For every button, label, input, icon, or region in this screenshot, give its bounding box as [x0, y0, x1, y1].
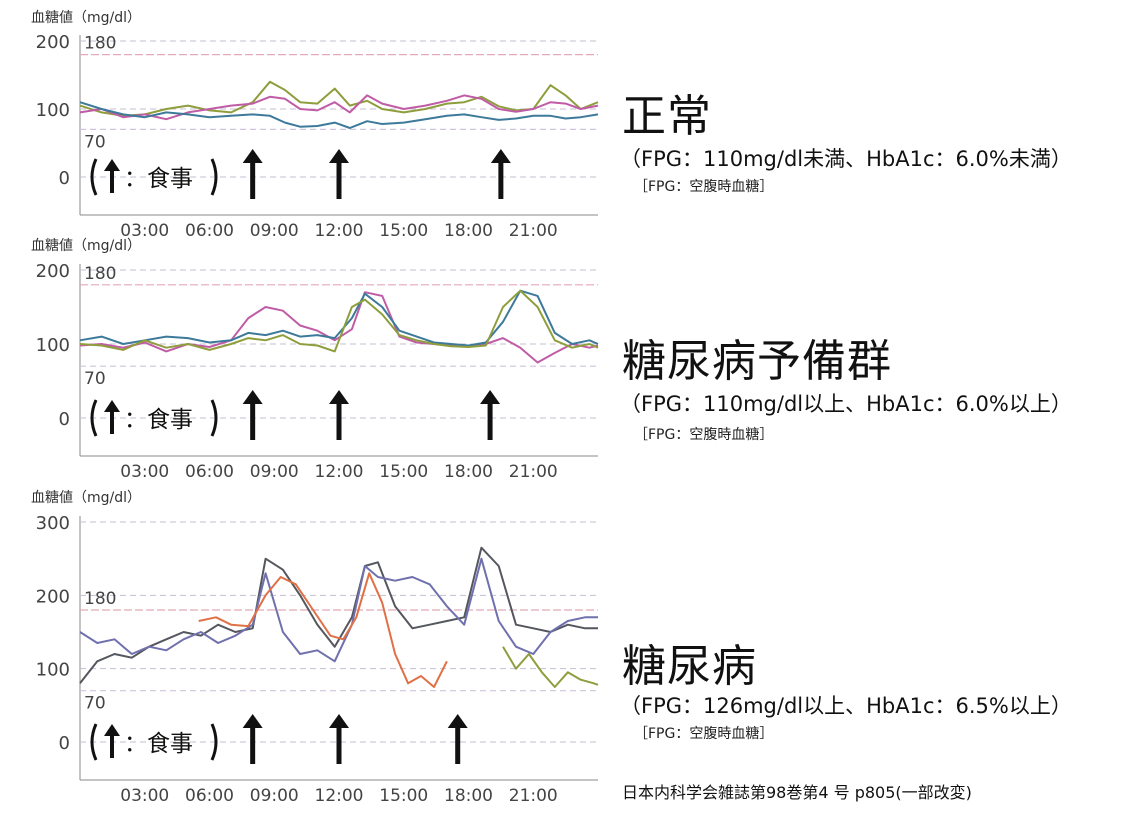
legend-bracket-right	[210, 399, 218, 437]
x-tick-label: 12:00	[315, 462, 364, 482]
series-line-1	[79, 546, 598, 684]
legend-text: ：食事	[124, 407, 193, 433]
reference-label: 70	[84, 132, 106, 152]
series-line-3	[198, 572, 448, 688]
legend-arrow-icon	[104, 159, 120, 193]
y-tick-label: 0	[59, 168, 70, 189]
category-note-diabetes: ［FPG：空腹時血糖］	[634, 726, 774, 742]
meal-arrow-icon	[242, 714, 263, 764]
x-tick-label: 18:00	[444, 221, 493, 241]
legend-arrow-icon	[104, 400, 120, 434]
reference-label: 180	[84, 34, 116, 54]
series-line-3	[79, 101, 599, 129]
series-line-2	[79, 289, 599, 347]
reference-label: 180	[84, 264, 116, 284]
meal-arrow-icon	[242, 390, 263, 440]
category-title-normal: 正常	[622, 91, 712, 142]
category-title-diabetes: 糖尿病	[622, 641, 757, 692]
category-criteria-prediabetes: （FPG：110mg/dl以上、HbA1c：6.0%以上）	[620, 392, 1072, 416]
meal-arrow-icon	[480, 390, 501, 440]
x-tick-label: 12:00	[315, 221, 364, 241]
y-axis-label: 血糖値（mg/dl）	[31, 10, 141, 26]
y-tick-label: 0	[59, 733, 70, 754]
x-tick-label: 03:00	[120, 462, 169, 482]
source-citation: 日本内科学会雑誌第98巻第4 号 p805(一部改変)	[622, 783, 972, 802]
category-criteria-diabetes: （FPG：126mg/dl以上、HbA1c：6.5%以上）	[620, 694, 1072, 718]
category-title-prediabetes: 糖尿病予備群	[622, 336, 892, 387]
meal-arrow-icon	[490, 149, 511, 199]
legend-bracket-left	[90, 158, 98, 196]
series-line-4	[502, 646, 599, 688]
y-tick-label: 300	[36, 513, 70, 534]
category-note-normal: ［FPG：空腹時血糖］	[634, 179, 774, 195]
x-tick-label: 21:00	[509, 462, 558, 482]
legend-arrow-icon	[104, 724, 120, 758]
x-tick-label: 21:00	[509, 221, 558, 241]
y-tick-label: 100	[36, 335, 70, 356]
x-tick-label: 12:00	[315, 786, 364, 806]
series-line-1	[79, 291, 599, 364]
legend-bracket-right	[210, 158, 218, 196]
meal-arrow-icon	[329, 390, 349, 440]
series-line-3	[79, 289, 599, 353]
x-tick-label: 06:00	[185, 462, 234, 482]
reference-label: 180	[84, 589, 116, 609]
legend-bracket-left	[90, 399, 98, 437]
x-tick-label: 06:00	[185, 221, 234, 241]
x-tick-label: 09:00	[250, 221, 299, 241]
y-tick-label: 200	[36, 261, 70, 282]
legend-bracket-right	[210, 723, 218, 761]
meal-arrow-icon	[329, 149, 349, 199]
x-tick-label: 18:00	[444, 462, 493, 482]
series-line-2	[79, 557, 598, 663]
x-tick-label: 09:00	[250, 786, 299, 806]
y-axis-label: 血糖値（mg/dl）	[31, 490, 141, 506]
x-tick-label: 15:00	[379, 786, 428, 806]
x-tick-label: 09:00	[250, 462, 299, 482]
category-note-prediabetes: ［FPG：空腹時血糖］	[634, 427, 774, 443]
x-tick-label: 21:00	[509, 786, 558, 806]
legend-bracket-left	[90, 723, 98, 761]
series-line-2	[79, 94, 599, 121]
x-tick-label: 15:00	[379, 462, 428, 482]
reference-label: 70	[84, 369, 106, 389]
x-tick-label: 06:00	[185, 786, 234, 806]
y-axis-label: 血糖値（mg/dl）	[31, 238, 141, 254]
legend-text: ：食事	[124, 166, 193, 192]
meal-arrow-icon	[329, 714, 349, 764]
meal-arrow-icon	[242, 149, 263, 199]
x-tick-label: 15:00	[379, 221, 428, 241]
legend-text: ：食事	[124, 731, 193, 757]
x-tick-label: 03:00	[120, 221, 169, 241]
y-tick-label: 100	[36, 660, 70, 681]
y-tick-label: 200	[36, 586, 70, 607]
x-tick-label: 03:00	[120, 786, 169, 806]
category-criteria-normal: （FPG：110mg/dl未満、HbA1c：6.0%未満）	[620, 147, 1072, 171]
reference-label: 70	[84, 694, 106, 714]
x-tick-label: 18:00	[444, 786, 493, 806]
y-tick-label: 0	[59, 409, 70, 430]
y-tick-label: 100	[36, 100, 70, 121]
y-tick-label: 200	[36, 32, 70, 53]
meal-arrow-icon	[447, 714, 468, 764]
